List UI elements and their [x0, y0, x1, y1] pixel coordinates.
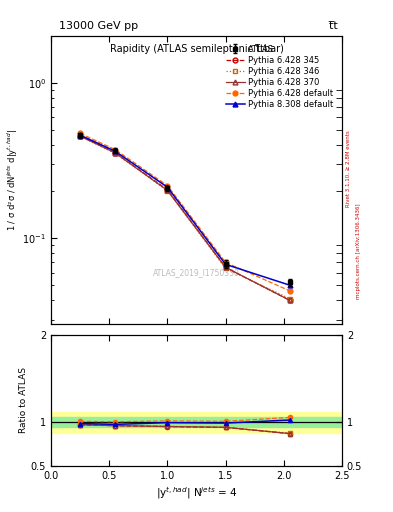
Y-axis label: Ratio to ATLAS: Ratio to ATLAS — [19, 367, 28, 433]
Pythia 8.308 default — [287, 282, 292, 288]
Pythia 6.428 default — [287, 288, 292, 294]
Line: Pythia 6.428 345: Pythia 6.428 345 — [78, 134, 292, 303]
Pythia 6.428 345 — [287, 297, 292, 303]
Pythia 6.428 370 — [78, 133, 83, 139]
Text: mcplots.cern.ch [arXiv:1306.3436]: mcplots.cern.ch [arXiv:1306.3436] — [356, 203, 361, 298]
Pythia 6.428 default — [113, 146, 118, 153]
Pythia 8.308 default — [223, 261, 228, 267]
Pythia 8.308 default — [78, 132, 83, 138]
Pythia 6.428 345 — [113, 150, 118, 156]
Text: Rivet 3.1.10, ≥ 2.8M events: Rivet 3.1.10, ≥ 2.8M events — [346, 131, 351, 207]
Text: ATLAS_2019_I1750330: ATLAS_2019_I1750330 — [153, 268, 240, 277]
Text: t̅t: t̅t — [329, 20, 338, 31]
Pythia 6.428 default — [78, 131, 83, 137]
Pythia 6.428 370 — [287, 297, 292, 303]
Y-axis label: 1 / σ d²σ / dN$^{jets}$ d|y$^{t,had}$|: 1 / σ d²σ / dN$^{jets}$ d|y$^{t,had}$| — [5, 129, 20, 231]
Line: Pythia 8.308 default: Pythia 8.308 default — [78, 133, 292, 288]
Pythia 6.428 default — [223, 259, 228, 265]
Pythia 6.428 370 — [223, 264, 228, 270]
Line: Pythia 6.428 370: Pythia 6.428 370 — [78, 134, 292, 303]
Pythia 6.428 346 — [165, 188, 170, 194]
Pythia 6.428 345 — [165, 187, 170, 193]
Line: Pythia 6.428 default: Pythia 6.428 default — [78, 131, 292, 293]
Pythia 6.428 345 — [78, 133, 83, 139]
Pythia 6.428 346 — [78, 133, 83, 139]
Pythia 6.428 370 — [113, 150, 118, 156]
Pythia 6.428 default — [165, 183, 170, 189]
Legend: ATLAS, Pythia 6.428 345, Pythia 6.428 346, Pythia 6.428 370, Pythia 6.428 defaul: ATLAS, Pythia 6.428 345, Pythia 6.428 34… — [224, 43, 335, 111]
Pythia 6.428 346 — [223, 265, 228, 271]
Text: Rapidity (ATLAS semileptonic t̅tbar): Rapidity (ATLAS semileptonic t̅tbar) — [110, 45, 283, 54]
Pythia 8.308 default — [165, 184, 170, 190]
Pythia 6.428 370 — [165, 187, 170, 194]
Pythia 8.308 default — [113, 148, 118, 154]
Pythia 6.428 346 — [287, 295, 292, 302]
X-axis label: |y$^{t,had}$| N$^{jets}$ = 4: |y$^{t,had}$| N$^{jets}$ = 4 — [156, 485, 237, 501]
Pythia 6.428 345 — [223, 264, 228, 270]
Text: 13000 GeV pp: 13000 GeV pp — [59, 20, 138, 31]
Line: Pythia 6.428 346: Pythia 6.428 346 — [78, 134, 292, 301]
Pythia 6.428 346 — [113, 150, 118, 156]
